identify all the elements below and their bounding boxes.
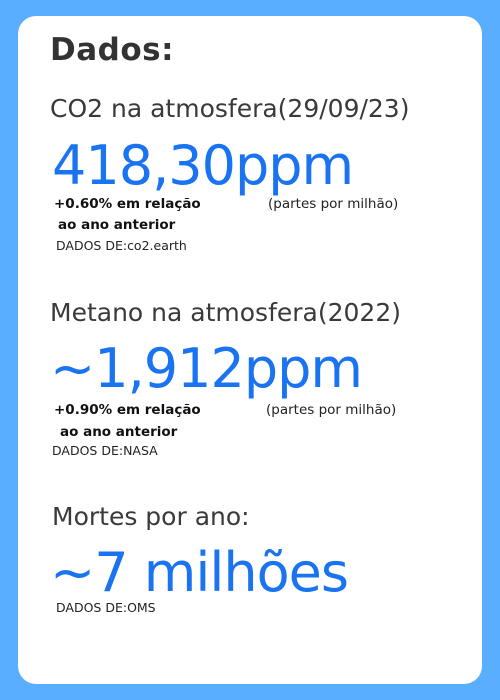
co2-value: 418,30ppm: [52, 134, 354, 197]
co2-heading: CO2 na atmosfera(29/09/23): [50, 94, 410, 123]
metano-heading: Metano na atmosfera(2022): [50, 298, 401, 327]
co2-unit: (partes por milhão): [268, 196, 399, 212]
metano-change-line1: +0.90% em relação: [54, 402, 201, 418]
co2-change-line1: +0.60% em relação: [54, 196, 201, 212]
co2-change-line2: ao ano anterior: [58, 217, 176, 233]
metano-value: ~1,912ppm: [50, 337, 363, 400]
metano-source: DADOS DE:NASA: [52, 443, 158, 458]
mortes-heading: Mortes por ano:: [52, 502, 250, 531]
mortes-source: DADOS DE:OMS: [56, 600, 156, 615]
mortes-value: ~7 milhões: [50, 541, 349, 604]
page-title: Dados:: [50, 32, 174, 68]
metano-unit: (partes por milhão): [266, 402, 397, 418]
metano-change-line2: ao ano anterior: [60, 424, 178, 440]
co2-source: DADOS DE:co2.earth: [56, 238, 187, 253]
data-card: Dados: CO2 na atmosfera(29/09/23) 418,30…: [18, 16, 482, 684]
